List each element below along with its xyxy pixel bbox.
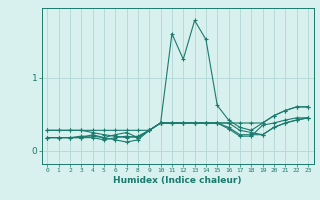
- X-axis label: Humidex (Indice chaleur): Humidex (Indice chaleur): [113, 176, 242, 185]
